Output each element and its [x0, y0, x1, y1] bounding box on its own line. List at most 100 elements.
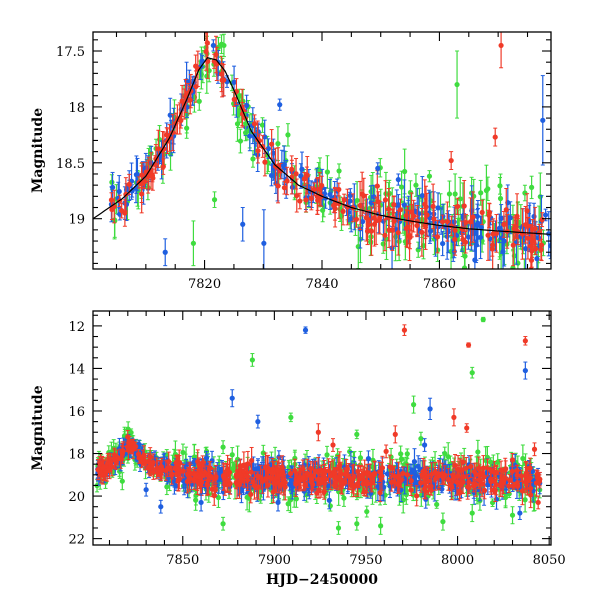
blue-outlier-point — [158, 499, 164, 514]
red-data-point — [420, 458, 426, 485]
bottom-plot-frame — [92, 310, 552, 546]
blue-data-point — [445, 210, 451, 254]
blue-outlier-point — [198, 493, 204, 512]
green-outlier-point — [357, 450, 364, 465]
red-data-point — [173, 455, 179, 470]
red-data-point — [377, 483, 383, 503]
red-data-point — [514, 464, 520, 486]
green-data-point — [324, 155, 331, 189]
red-data-point — [139, 174, 145, 214]
red-data-point — [404, 463, 410, 486]
blue-data-point — [298, 163, 304, 189]
green-outlier-point — [509, 506, 516, 525]
red-data-point — [466, 481, 472, 494]
red-data-point — [213, 35, 219, 74]
green-outlier-point — [335, 521, 342, 535]
red-data-point — [142, 456, 149, 467]
red-data-point — [407, 225, 413, 250]
bottom-x-tick-label: 7950 — [349, 553, 382, 568]
red-data-point — [457, 486, 463, 500]
top-x-tick-label: 7840 — [305, 277, 338, 292]
green-outlier-point — [469, 366, 475, 379]
red-data-point — [429, 462, 435, 487]
green-data-point — [259, 117, 266, 133]
red-data-point — [357, 180, 363, 231]
red-data-point — [153, 457, 160, 480]
red-data-point — [340, 197, 346, 226]
red-outlier-point — [535, 495, 541, 510]
red-data-point — [479, 199, 485, 226]
green-outlier-point — [196, 91, 202, 111]
red-data-point — [382, 219, 388, 252]
red-data-point — [336, 182, 342, 197]
red-data-point — [288, 468, 294, 479]
blue-data-point — [473, 225, 479, 264]
red-data-point — [481, 481, 488, 500]
green-outlier-point — [285, 123, 291, 147]
red-data-point — [397, 198, 404, 221]
red-data-point — [391, 195, 397, 247]
blue-outlier-point — [326, 491, 332, 510]
green-data-point — [497, 177, 503, 195]
red-data-point — [269, 457, 276, 481]
blue-outlier-point — [275, 493, 281, 512]
red-data-point — [355, 465, 361, 478]
red-data-point — [468, 455, 474, 478]
red-data-point — [444, 201, 450, 242]
red-outlier-point — [330, 438, 336, 452]
bottom-y-tick-label: 18 — [68, 448, 85, 463]
red-data-point — [346, 463, 352, 490]
red-data-point — [379, 461, 385, 491]
red-data-point — [428, 485, 434, 496]
red-data-point — [503, 187, 509, 232]
red-data-point — [414, 485, 420, 507]
top-panel: 7820 7840 7860 17.5 18 18.5 19 Magnitude — [30, 31, 552, 292]
red-outlier-point — [531, 442, 538, 457]
red-data-point — [148, 455, 154, 471]
bottom-x-tick-label: 7900 — [258, 553, 291, 568]
red-data-point — [403, 209, 410, 248]
red-data-point — [455, 197, 461, 216]
red-data-point — [165, 459, 171, 478]
red-data-point — [371, 460, 378, 489]
red-data-point — [477, 466, 483, 494]
blue-outlier-point — [517, 506, 523, 520]
blue-outlier-point — [203, 450, 210, 465]
green-data-point — [415, 241, 421, 258]
green-data-point — [522, 184, 528, 202]
red-data-point — [485, 209, 491, 261]
red-data-point — [311, 182, 317, 197]
green-outlier-point — [426, 170, 433, 183]
green-data-point — [324, 445, 330, 464]
red-data-point — [510, 482, 516, 490]
red-outlier-point — [465, 342, 472, 348]
red-data-point — [251, 114, 258, 134]
red-data-point — [212, 484, 218, 496]
red-data-point — [238, 468, 244, 483]
green-outlier-point — [190, 220, 197, 267]
red-data-point — [262, 147, 268, 177]
green-data-point — [336, 163, 342, 179]
top-y-tick-label: 18.5 — [56, 157, 85, 172]
red-data-point — [490, 218, 496, 250]
blue-outlier-point — [277, 98, 283, 111]
red-data-point — [241, 451, 247, 480]
red-data-point — [149, 168, 156, 183]
red-data-point — [514, 193, 520, 240]
red-data-point — [536, 474, 543, 489]
red-data-point — [282, 478, 288, 487]
green-outlier-point — [220, 440, 226, 455]
top-axes: 7820 7840 7860 17.5 18 18.5 19 — [56, 32, 551, 292]
red-data-point — [470, 191, 476, 243]
red-outlier-point — [401, 324, 408, 336]
red-data-point — [126, 436, 132, 447]
blue-data-point — [475, 208, 481, 240]
red-outlier-point — [392, 425, 398, 444]
blue-data-point — [440, 231, 446, 257]
green-outlier-point — [487, 457, 494, 467]
green-data-point — [502, 488, 509, 507]
blue-outlier-point — [162, 238, 168, 267]
red-data-point — [123, 177, 129, 212]
red-data-point — [255, 474, 262, 500]
